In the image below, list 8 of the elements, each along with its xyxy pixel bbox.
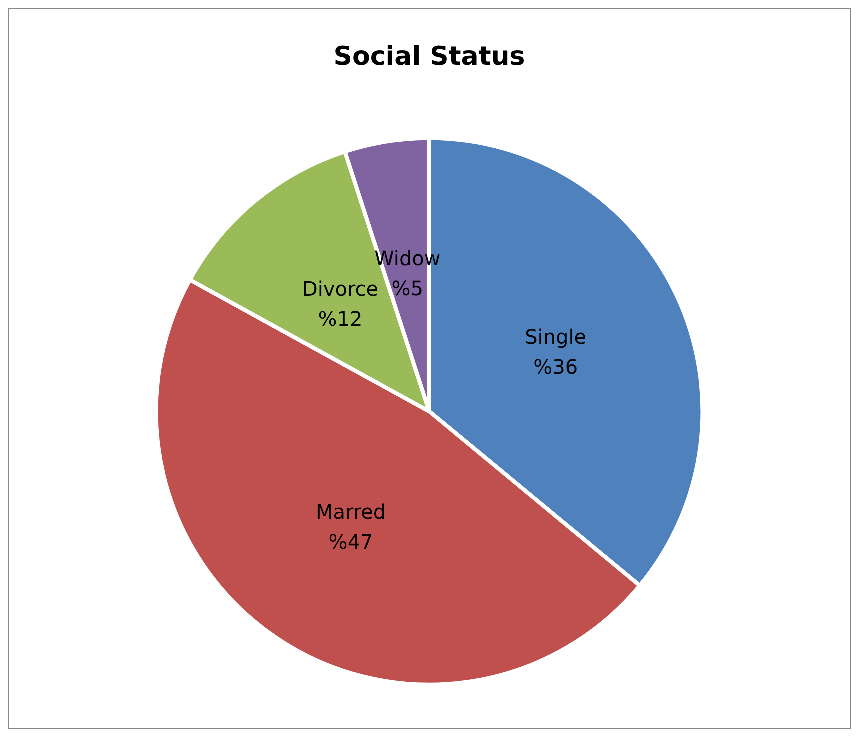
slice-label: Marred bbox=[316, 500, 386, 524]
chart-title: Social Status bbox=[334, 42, 526, 72]
data-label: %5 bbox=[392, 276, 424, 301]
data-label: %36 bbox=[534, 355, 578, 380]
slice-label: Divorce bbox=[302, 277, 379, 302]
data-label: %12 bbox=[318, 307, 363, 332]
data-label: %47 bbox=[328, 530, 374, 554]
slice-label: Single bbox=[525, 325, 587, 350]
